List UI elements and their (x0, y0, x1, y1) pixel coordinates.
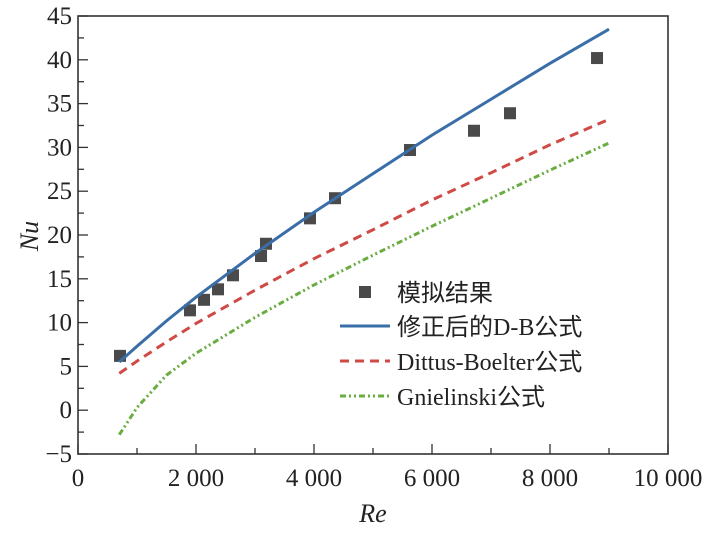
legend-label: 修正后的D-B公式 (397, 314, 582, 341)
y-axis-label: Nu (15, 221, 44, 252)
x-tick-label: 4 000 (286, 465, 342, 492)
y-tick-label: −5 (45, 441, 72, 468)
x-tick-label: 10 000 (634, 465, 703, 492)
y-tick-label: 20 (47, 222, 72, 249)
y-tick-label: 5 (60, 353, 73, 380)
plot-frame (77, 15, 669, 455)
x-tick-label: 8 000 (522, 465, 578, 492)
legend-label: Dittus-Boelter公式 (397, 349, 582, 376)
y-tick-label: 30 (47, 134, 72, 161)
series-group (114, 27, 610, 436)
y-tick-label: 15 (47, 266, 72, 293)
series-line-2 (118, 117, 610, 375)
series-line-3 (118, 141, 610, 436)
data-point (468, 124, 481, 137)
y-tick-label: 35 (47, 91, 72, 118)
series-line-1 (118, 27, 610, 364)
x-tick-labels: 0 2 000 4 000 6 000 8 000 10 000 (72, 465, 703, 492)
y-tick-label: 25 (47, 178, 72, 205)
axis-ticks (77, 15, 669, 455)
data-point (255, 250, 268, 263)
y-tick-label: 40 (47, 47, 72, 74)
legend-label: 模拟结果 (397, 280, 493, 307)
data-point (183, 304, 196, 317)
legend-label: Gnielinski公式 (397, 384, 545, 411)
x-axis-label: Re (358, 499, 386, 528)
x-tick-label: 6 000 (404, 465, 460, 492)
data-point (198, 293, 211, 306)
legend-marker-simulation (359, 286, 371, 298)
y-tick-label: 10 (47, 310, 72, 337)
data-point (591, 52, 604, 65)
data-point (503, 107, 516, 120)
y-tick-label: 0 (60, 397, 73, 424)
y-tick-labels: −5 0 5 10 15 20 25 30 35 40 45 (45, 3, 72, 468)
data-point (212, 283, 225, 296)
x-tick-label: 2 000 (168, 465, 224, 492)
y-tick-label: 45 (47, 3, 72, 30)
x-tick-label: 0 (72, 465, 85, 492)
